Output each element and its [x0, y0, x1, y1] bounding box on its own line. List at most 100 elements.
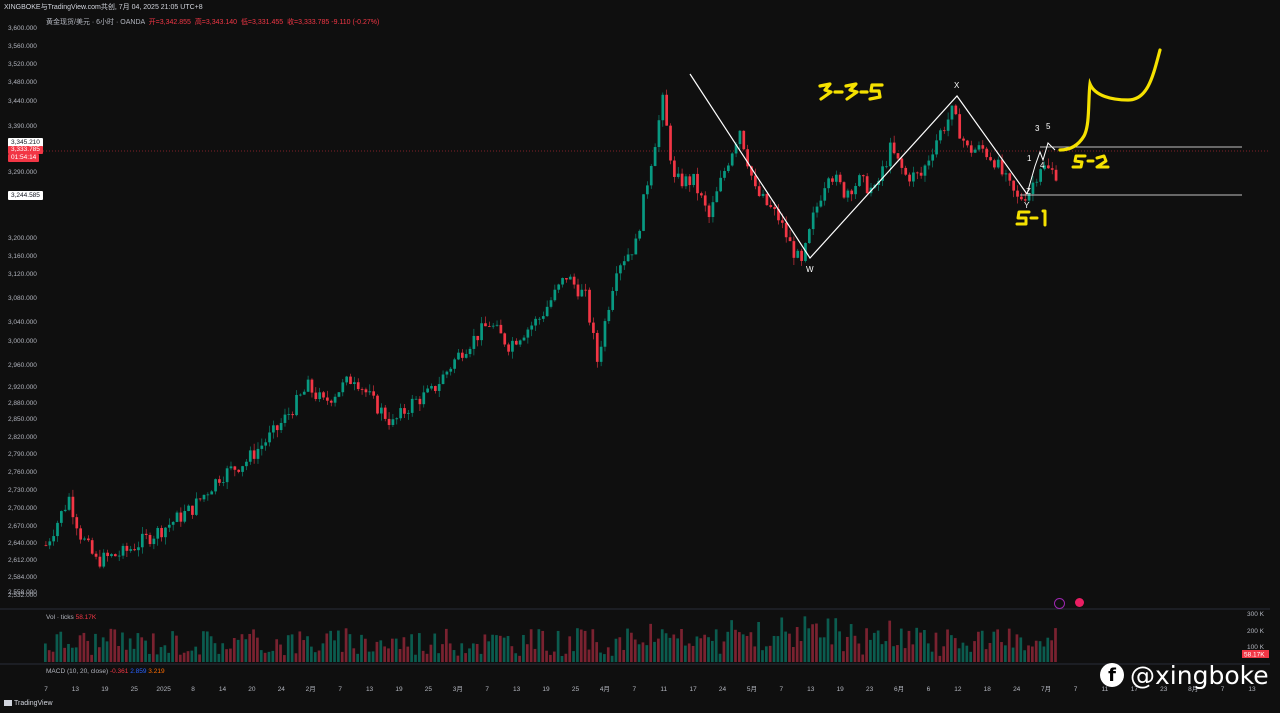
time-tick-label: 24 — [719, 686, 727, 693]
candle-body — [680, 173, 684, 187]
volume-bar — [564, 653, 568, 662]
candle-body — [1027, 193, 1031, 201]
candle-body — [279, 422, 283, 431]
volume-tick-label: 200 K — [1247, 628, 1265, 635]
candle-body — [530, 325, 534, 330]
symbol-name[interactable]: 黄金现货/美元 · 6小时 · OANDA — [46, 19, 145, 26]
volume-bar — [815, 623, 818, 662]
wave-label-w: W — [806, 265, 814, 274]
volume-bar — [591, 629, 595, 662]
candle-body — [480, 323, 483, 341]
watermark-text: @xingboke — [1130, 660, 1269, 690]
candle-body — [476, 335, 480, 341]
volume-bar — [394, 638, 398, 662]
candle-body — [414, 398, 418, 400]
candle-body — [545, 306, 549, 317]
volume-bar — [498, 635, 502, 662]
volume-bar — [441, 644, 444, 662]
volume-bar — [707, 637, 710, 662]
volume-bar — [880, 644, 884, 662]
wave-label-y: Y — [1024, 201, 1030, 210]
volume-bar — [387, 648, 390, 662]
candle-body — [969, 145, 973, 153]
volume-bar — [186, 651, 190, 662]
candle-body — [831, 178, 834, 182]
price-tick-label: 3,480.000 — [8, 79, 37, 86]
volume-bar — [225, 649, 228, 662]
time-tick-label: 3月 — [453, 685, 463, 693]
candle-body — [137, 547, 140, 551]
watermark: f @xingboke — [1100, 656, 1269, 694]
time-tick-label: 13 — [72, 686, 80, 693]
volume-bar — [603, 654, 606, 662]
volume-bar — [838, 631, 841, 662]
volume-bar — [113, 629, 117, 662]
volume-bar — [159, 647, 163, 662]
candle-body — [333, 396, 337, 403]
candle-body — [406, 412, 410, 414]
volume-bar — [417, 633, 421, 662]
candle-body — [503, 333, 507, 345]
price-tick-label: 2,850.000 — [8, 416, 37, 423]
volume-bar — [676, 638, 680, 662]
candle-body — [572, 276, 576, 285]
time-tick-label: 4月 — [600, 685, 610, 693]
candle-body — [838, 174, 842, 183]
volume-bar — [1011, 647, 1015, 662]
lightning-icon[interactable] — [1054, 598, 1065, 609]
volume-bar — [97, 647, 101, 662]
volume-bar — [969, 651, 973, 662]
candle-body — [272, 425, 275, 433]
candle-body — [599, 346, 603, 362]
candle-body — [52, 536, 55, 542]
candle-body — [237, 469, 241, 472]
volume-bar — [256, 637, 259, 662]
volume-bar — [175, 635, 178, 662]
volume-bar — [448, 643, 452, 662]
candle-body — [164, 527, 167, 538]
volume-bar — [560, 655, 564, 662]
volume-bar — [163, 645, 167, 662]
volume-value-tag — [1242, 650, 1269, 658]
candle-body — [565, 278, 568, 280]
wave-label-4: 4 — [1040, 161, 1045, 170]
candle-body — [133, 549, 136, 551]
volume-bar — [587, 649, 591, 662]
candle-body — [326, 397, 329, 401]
candle-body — [349, 376, 352, 385]
candle-body — [341, 382, 345, 393]
volume-legend[interactable]: Vol · ticks 58.17K — [46, 614, 96, 621]
volume-bar — [371, 651, 375, 662]
candle-body — [553, 289, 557, 301]
wave-impulse-lines[interactable] — [1026, 142, 1056, 195]
candle-body — [245, 461, 248, 467]
candle-body — [364, 389, 368, 393]
tradingview-footer[interactable]: TradingView — [4, 700, 53, 707]
candle-body — [1039, 169, 1042, 182]
calendar-event-icon[interactable] — [1075, 598, 1084, 607]
wave-wxy-lines[interactable] — [689, 73, 1028, 259]
candle-body — [1031, 182, 1035, 194]
volume-bar — [599, 652, 602, 662]
candle-body — [696, 173, 699, 194]
volume-bar — [82, 632, 86, 662]
candle-body — [291, 414, 295, 416]
macd-legend[interactable]: MACD (10, 20, close) -0.361 2.859 3.219 — [46, 668, 165, 675]
volume-bar — [495, 635, 498, 662]
candle-body — [160, 528, 163, 538]
candle-body — [518, 340, 522, 345]
candle-body — [1023, 199, 1027, 201]
candle-body — [403, 408, 406, 414]
candle-body — [94, 553, 98, 557]
volume-bar — [930, 651, 934, 662]
volume-bar — [47, 650, 51, 662]
volume-bar — [872, 632, 876, 662]
candle-body — [734, 144, 738, 154]
candle-body — [387, 418, 391, 426]
volume-bar — [545, 650, 548, 662]
volume-bar — [950, 635, 953, 662]
candle-body — [422, 392, 426, 405]
volume-bar — [684, 645, 687, 662]
volume-bar — [1007, 628, 1011, 662]
